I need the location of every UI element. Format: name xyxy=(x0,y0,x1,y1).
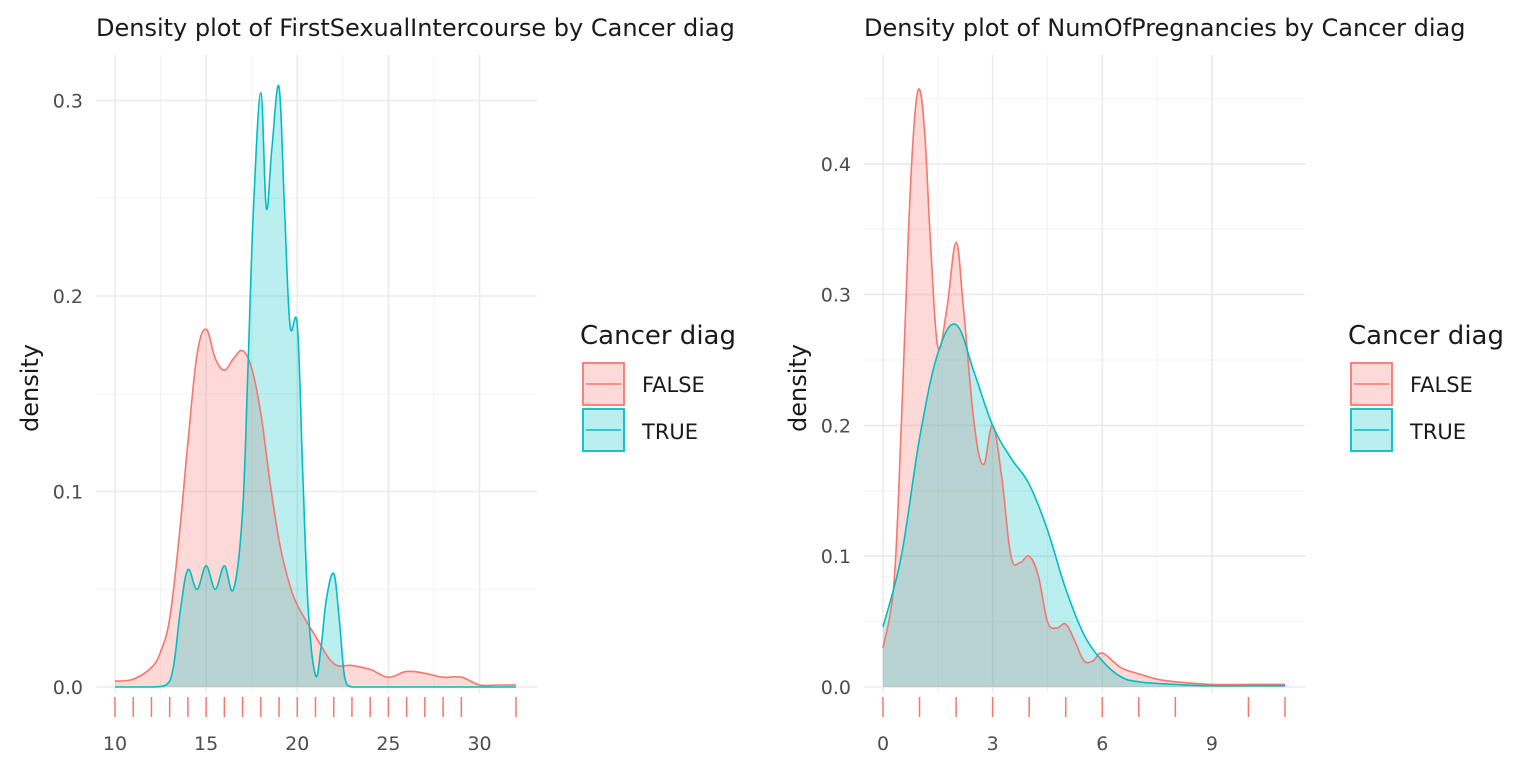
x-tick-label: 30 xyxy=(467,733,491,755)
x-tick-label: 9 xyxy=(1206,733,1218,755)
y-tick-label: 0.2 xyxy=(821,415,851,437)
density-areas xyxy=(114,84,516,688)
y-tick-label: 0.2 xyxy=(53,286,83,308)
legend: Cancer diag FALSE TRUE xyxy=(580,321,736,452)
density-line-false xyxy=(114,328,516,687)
legend: Cancer diag FALSE TRUE xyxy=(1348,321,1504,452)
density-areas xyxy=(882,88,1285,688)
legend-title: Cancer diag xyxy=(580,321,736,351)
x-tick-label: 25 xyxy=(376,733,400,755)
y-tick-label: 0.0 xyxy=(821,677,851,699)
chart-title: Density plot of NumOfPregnancies by Canc… xyxy=(864,14,1465,42)
legend-title: Cancer diag xyxy=(1348,321,1504,351)
y-tick-label: 0.1 xyxy=(53,482,83,504)
x-tick-label: 6 xyxy=(1096,733,1108,755)
y-tick-label: 0.3 xyxy=(821,285,851,307)
density-fill-false xyxy=(115,329,516,687)
legend-label-true: TRUE xyxy=(1409,420,1466,444)
legend-label-false: FALSE xyxy=(642,373,705,397)
x-tick-label: 20 xyxy=(285,733,309,755)
y-tick-label: 0.4 xyxy=(821,154,851,176)
y-tick-label: 0.0 xyxy=(53,677,83,699)
y-axis-label: density xyxy=(784,344,812,432)
legend-label-true: TRUE xyxy=(641,420,698,444)
grid xyxy=(96,55,537,693)
y-tick-label: 0.1 xyxy=(821,546,851,568)
rug-marks xyxy=(114,697,517,717)
x-tick-label: 10 xyxy=(103,733,127,755)
legend-label-false: FALSE xyxy=(1410,373,1473,397)
x-tick-label: 0 xyxy=(877,733,889,755)
x-tick-label: 3 xyxy=(987,733,999,755)
x-tick-label: 15 xyxy=(194,733,218,755)
axis-ticks: 0 3 6 9 0.0 0.1 0.2 0.3 0.4 xyxy=(821,154,1218,755)
density-fill-false xyxy=(883,88,1285,688)
panel-first-sexual-intercourse: Density plot of FirstSexualIntercourse b… xyxy=(16,14,736,755)
rug-marks xyxy=(882,697,1286,717)
panel-num-of-pregnancies: Density plot of NumOfPregnancies by Canc… xyxy=(784,14,1504,755)
axis-ticks: 10 15 20 25 30 0.0 0.1 0.2 0.3 xyxy=(53,91,492,756)
density-fill-true xyxy=(883,324,1285,687)
density-line-false xyxy=(882,88,1285,686)
grid xyxy=(864,55,1305,693)
chart-title: Density plot of FirstSexualIntercourse b… xyxy=(96,14,735,42)
density-line-true xyxy=(115,84,516,688)
y-tick-label: 0.3 xyxy=(53,91,83,113)
density-line-true xyxy=(882,323,1285,687)
y-axis-label: density xyxy=(16,344,44,432)
